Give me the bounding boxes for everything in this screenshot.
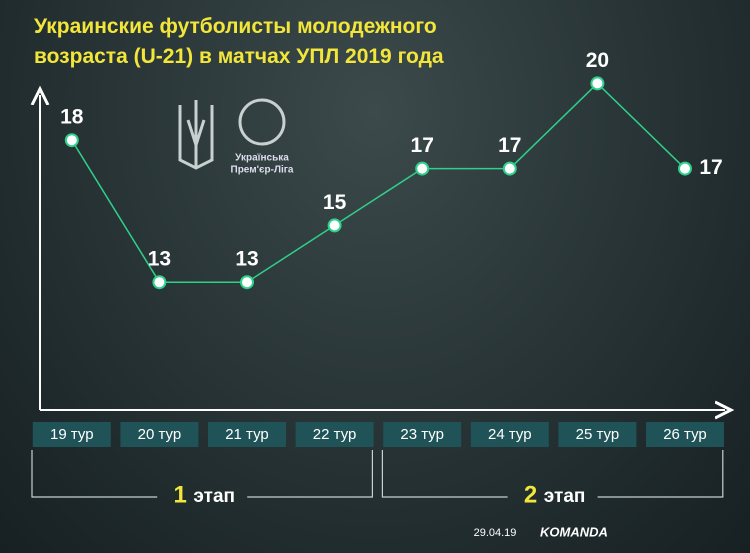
value-label: 17 [411,134,434,157]
category-box [383,422,462,447]
stage-label: этап [544,486,586,507]
category-box [208,422,286,447]
point [327,218,342,233]
point [415,161,430,176]
league-logo [178,98,286,170]
x-tick-label: 23 тур [400,426,444,443]
x-tick-label: 19 тур [50,426,94,443]
category-box [120,422,199,447]
value-label: 20 [586,49,609,72]
stage-bracket [31,450,373,498]
category-box [295,422,374,447]
chart-title: Украинские футболисты молодежного возрас… [34,15,444,68]
logo-text: Українська [235,153,289,164]
x-tick-label: 25 тур [576,426,620,443]
brand: KOMANDA [540,524,608,539]
category-box [558,422,637,447]
point [240,275,254,290]
point [678,161,692,176]
x-tick-label: 26 тур [663,426,707,443]
category-box [32,422,111,447]
x-tick-label: 20 тур [138,426,182,443]
x-tick-label: 21 тур [225,426,269,443]
stage-number: 2 [524,481,537,508]
value-label: 15 [323,191,347,214]
x-tick-label: 22 тур [313,426,357,443]
x-tick-label: 24 тур [488,426,532,443]
logo-text: Прем'єр-Ліга [231,165,294,176]
value-label: 13 [148,248,171,271]
value-label: 18 [60,106,84,129]
stage-label: этап [193,486,235,507]
point [152,275,167,290]
value-label: 17 [699,156,722,179]
line [71,82,686,283]
point [502,161,517,176]
point [64,133,79,148]
value-label: 17 [498,134,521,157]
point [590,76,605,91]
value-label: 13 [235,248,258,271]
date: 29.04.19 [474,527,517,539]
category-box [470,422,549,447]
stage-number: 1 [174,481,187,508]
stage-bracket [381,450,724,498]
category-box [646,422,724,447]
